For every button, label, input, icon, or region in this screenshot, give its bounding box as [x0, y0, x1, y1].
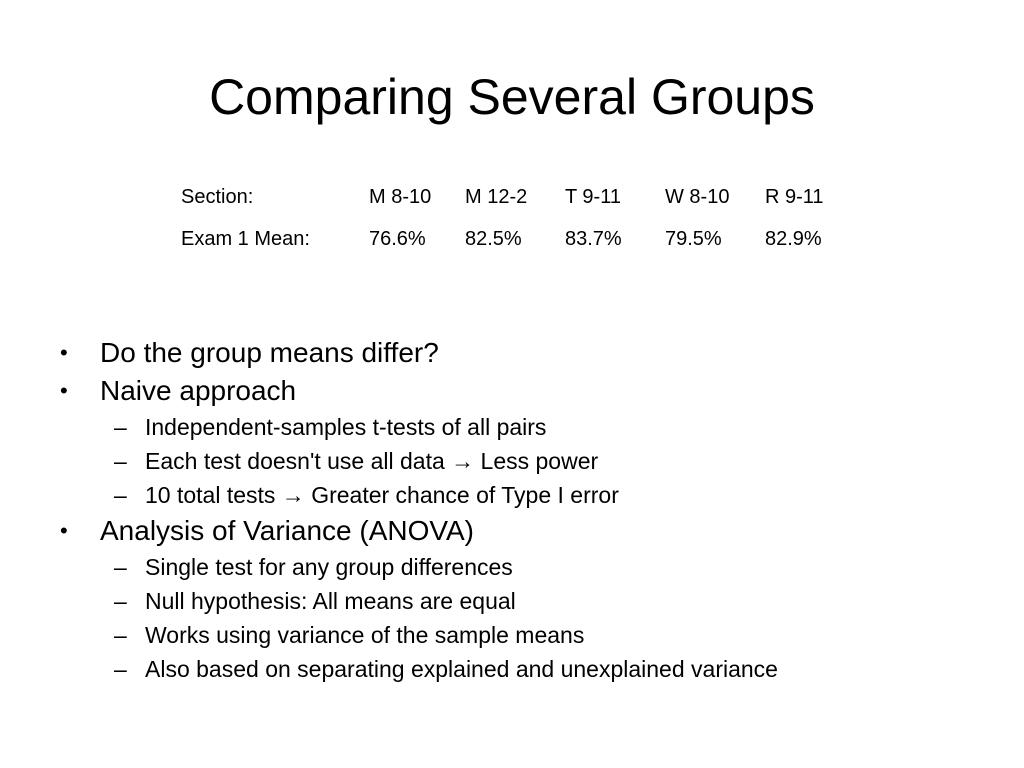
table-cell: 82.9%: [765, 227, 822, 250]
sub-list-item: – Single test for any group differences: [0, 550, 1024, 584]
exam-means-table: Section: M 8-10 M 12-2 T 9-11 W 8-10 R 9…: [176, 176, 865, 260]
sub-bullet-text: Works using variance of the sample means: [145, 622, 585, 648]
bullet-icon: •: [60, 378, 68, 403]
slide-title: Comparing Several Groups: [209, 69, 815, 125]
dash-icon: –: [114, 414, 127, 440]
sub-bullet-text: Also based on separating explained and u…: [145, 656, 778, 682]
bullet-text: Do the group means differ?: [100, 337, 439, 368]
table-cell: 79.5%: [665, 227, 722, 250]
table-cell: R 9-11: [765, 185, 824, 208]
table-row: Section: M 8-10 M 12-2 T 9-11 W 8-10 R 9…: [176, 176, 865, 218]
table-cell: M 8-10: [369, 185, 432, 208]
sub-bullet-text: Null hypothesis: All means are equal: [145, 588, 516, 614]
dash-icon: –: [114, 588, 127, 614]
bullet-icon: •: [60, 518, 68, 543]
table-cell: 82.5%: [465, 227, 522, 250]
list-item: • Analysis of Variance (ANOVA): [0, 512, 1024, 550]
header-label: Section:: [181, 185, 254, 208]
dash-icon: –: [114, 622, 127, 648]
bullet-icon: •: [60, 340, 68, 365]
list-item: • Do the group means differ?: [0, 334, 1024, 372]
dash-icon: –: [114, 482, 127, 508]
bullet-text: Analysis of Variance (ANOVA): [100, 515, 474, 546]
sub-bullet-text: 10 total tests → Greater chance of Type …: [145, 482, 619, 508]
sub-list-item: – Also based on separating explained and…: [0, 652, 1024, 686]
sub-list-item: – Each test doesn't use all data → Less …: [0, 444, 1024, 478]
table-cell: M 12-2: [465, 185, 528, 208]
list-item: • Naive approach: [0, 372, 1024, 410]
sub-list-item: – Null hypothesis: All means are equal: [0, 584, 1024, 618]
dash-icon: –: [114, 656, 127, 682]
bullet-list: • Do the group means differ? • Naive app…: [0, 334, 1024, 686]
sub-list-item: – Independent-samples t-tests of all pai…: [0, 410, 1024, 444]
sub-bullet-text: Single test for any group differences: [145, 554, 513, 580]
table-row: Exam 1 Mean: 76.6% 82.5% 83.7% 79.5% 82.…: [176, 218, 865, 260]
dash-icon: –: [114, 554, 127, 580]
table-cell: W 8-10: [665, 185, 730, 208]
table-cell: T 9-11: [565, 185, 621, 208]
table-cell: 76.6%: [369, 227, 426, 250]
bullet-text: Naive approach: [100, 375, 297, 406]
dash-icon: –: [114, 448, 127, 474]
sub-list-item: – 10 total tests → Greater chance of Typ…: [0, 478, 1024, 512]
sub-bullet-text: Each test doesn't use all data → Less po…: [145, 448, 599, 474]
sub-list-item: – Works using variance of the sample mea…: [0, 618, 1024, 652]
row-label: Exam 1 Mean:: [181, 227, 310, 250]
table-cell: 83.7%: [565, 227, 622, 250]
sub-bullet-text: Independent-samples t-tests of all pairs: [145, 414, 547, 440]
